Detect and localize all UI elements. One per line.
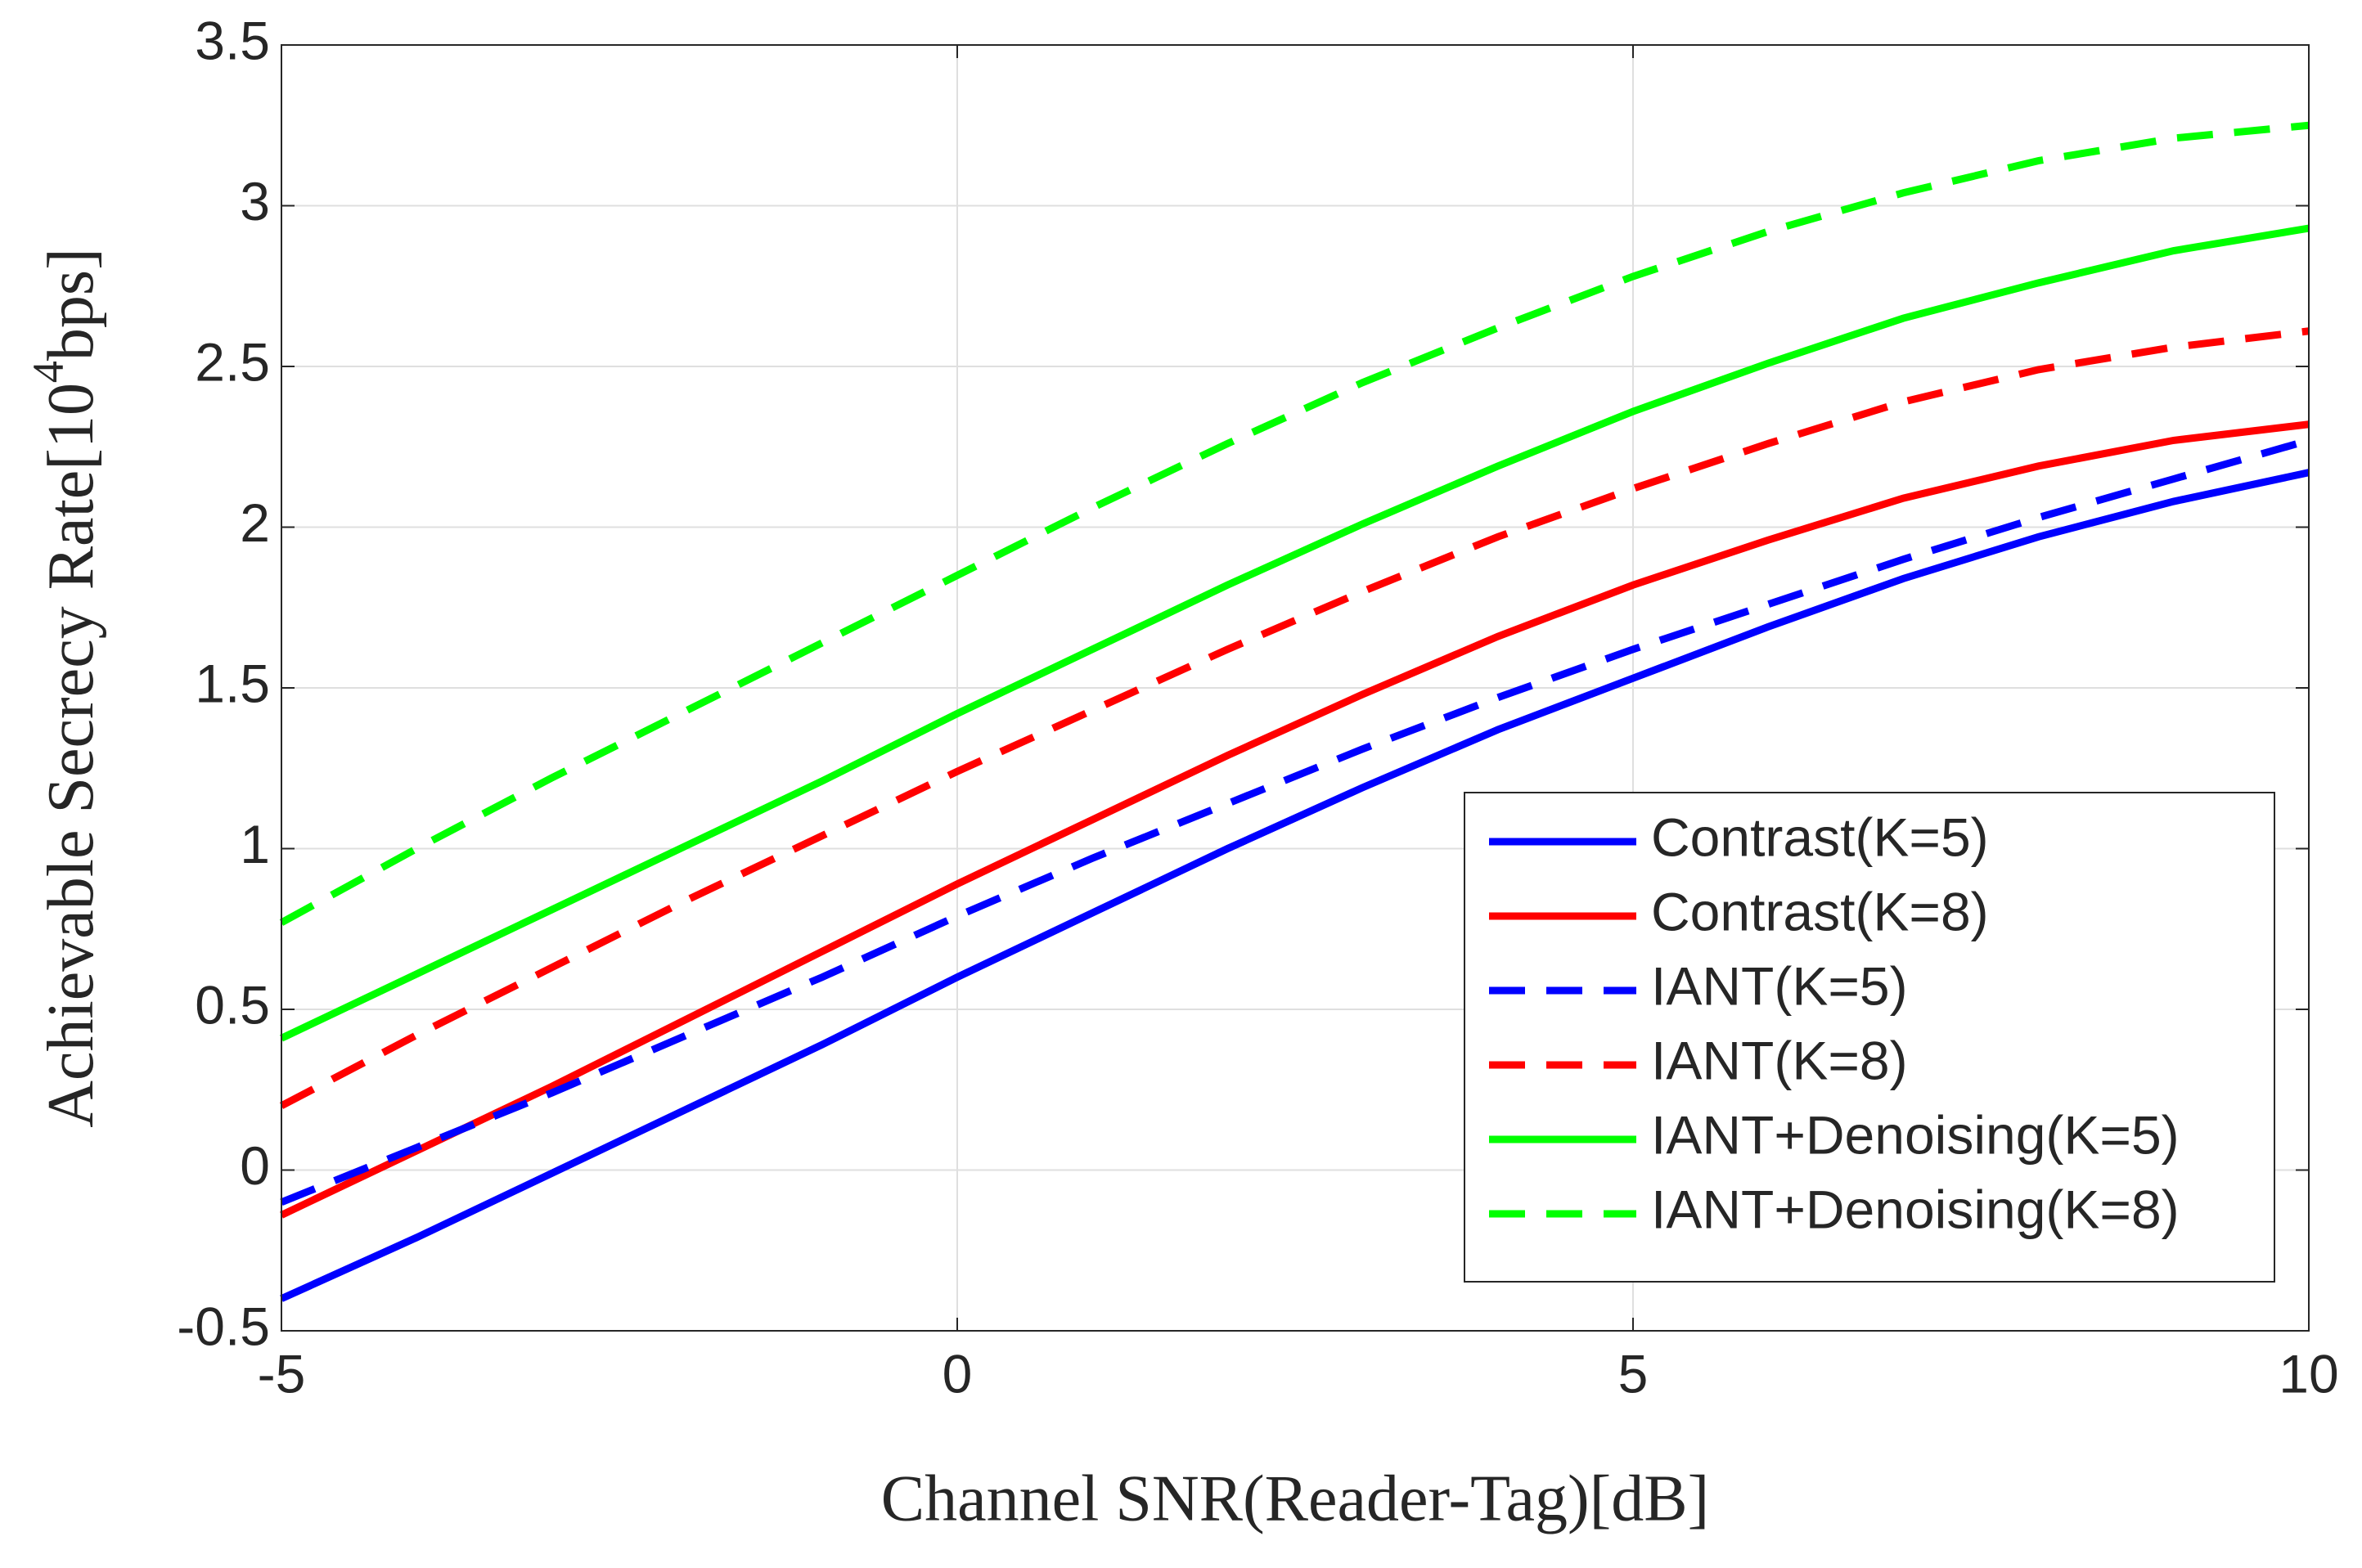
y-tick-label: 1.5 (195, 653, 270, 713)
y-tick-label: 1 (240, 814, 270, 874)
series-line (280, 224, 2310, 1042)
y-tick-label: 3.5 (195, 10, 270, 70)
x-axis-label: Channel SNR(Reader-Tag)[dB] (881, 1462, 1710, 1534)
y-tick-label: -0.5 (177, 1296, 270, 1356)
x-tick-label: -5 (258, 1343, 306, 1404)
legend-label: IANT(K=8) (1651, 1030, 1908, 1090)
series-line (280, 420, 2310, 1219)
y-tick-label: 0 (240, 1135, 270, 1196)
plot-frame (281, 44, 2310, 1332)
x-tick-label: 5 (1618, 1343, 1649, 1404)
series-line (280, 437, 2310, 1206)
series-line (279, 121, 2310, 926)
legend-label: IANT+Denoising(K=5) (1651, 1104, 2180, 1165)
legend-box (1464, 792, 2275, 1283)
legend-label: IANT(K=5) (1651, 955, 1908, 1016)
y-label-exponent: 4 (24, 361, 73, 383)
legend: Contrast(K=5) Contrast(K=8) IANT(K=5) IANT(… (1464, 792, 2275, 1283)
y-label-part: Achievable Secrecy Rate[10 (35, 383, 107, 1128)
x-tick-label: 10 (2279, 1343, 2338, 1404)
legend-label: Contrast(K=5) (1651, 806, 1989, 867)
y-tick-label: 3 (240, 171, 270, 231)
y-axis-label: Achievable Secrecy Rate[104bps] (24, 248, 107, 1127)
legend-label: Contrast(K=8) (1651, 881, 1989, 941)
series-line (280, 469, 2310, 1302)
y-tick-label: 2 (240, 492, 270, 553)
legend-label: IANT+Denoising(K=8) (1651, 1179, 2180, 1239)
x-tick-label: 0 (943, 1343, 973, 1404)
y-tick-label: 2.5 (195, 331, 270, 392)
series-line (279, 327, 2310, 1109)
y-label-part: bps] (35, 248, 107, 361)
y-tick-label: 0.5 (195, 974, 270, 1035)
